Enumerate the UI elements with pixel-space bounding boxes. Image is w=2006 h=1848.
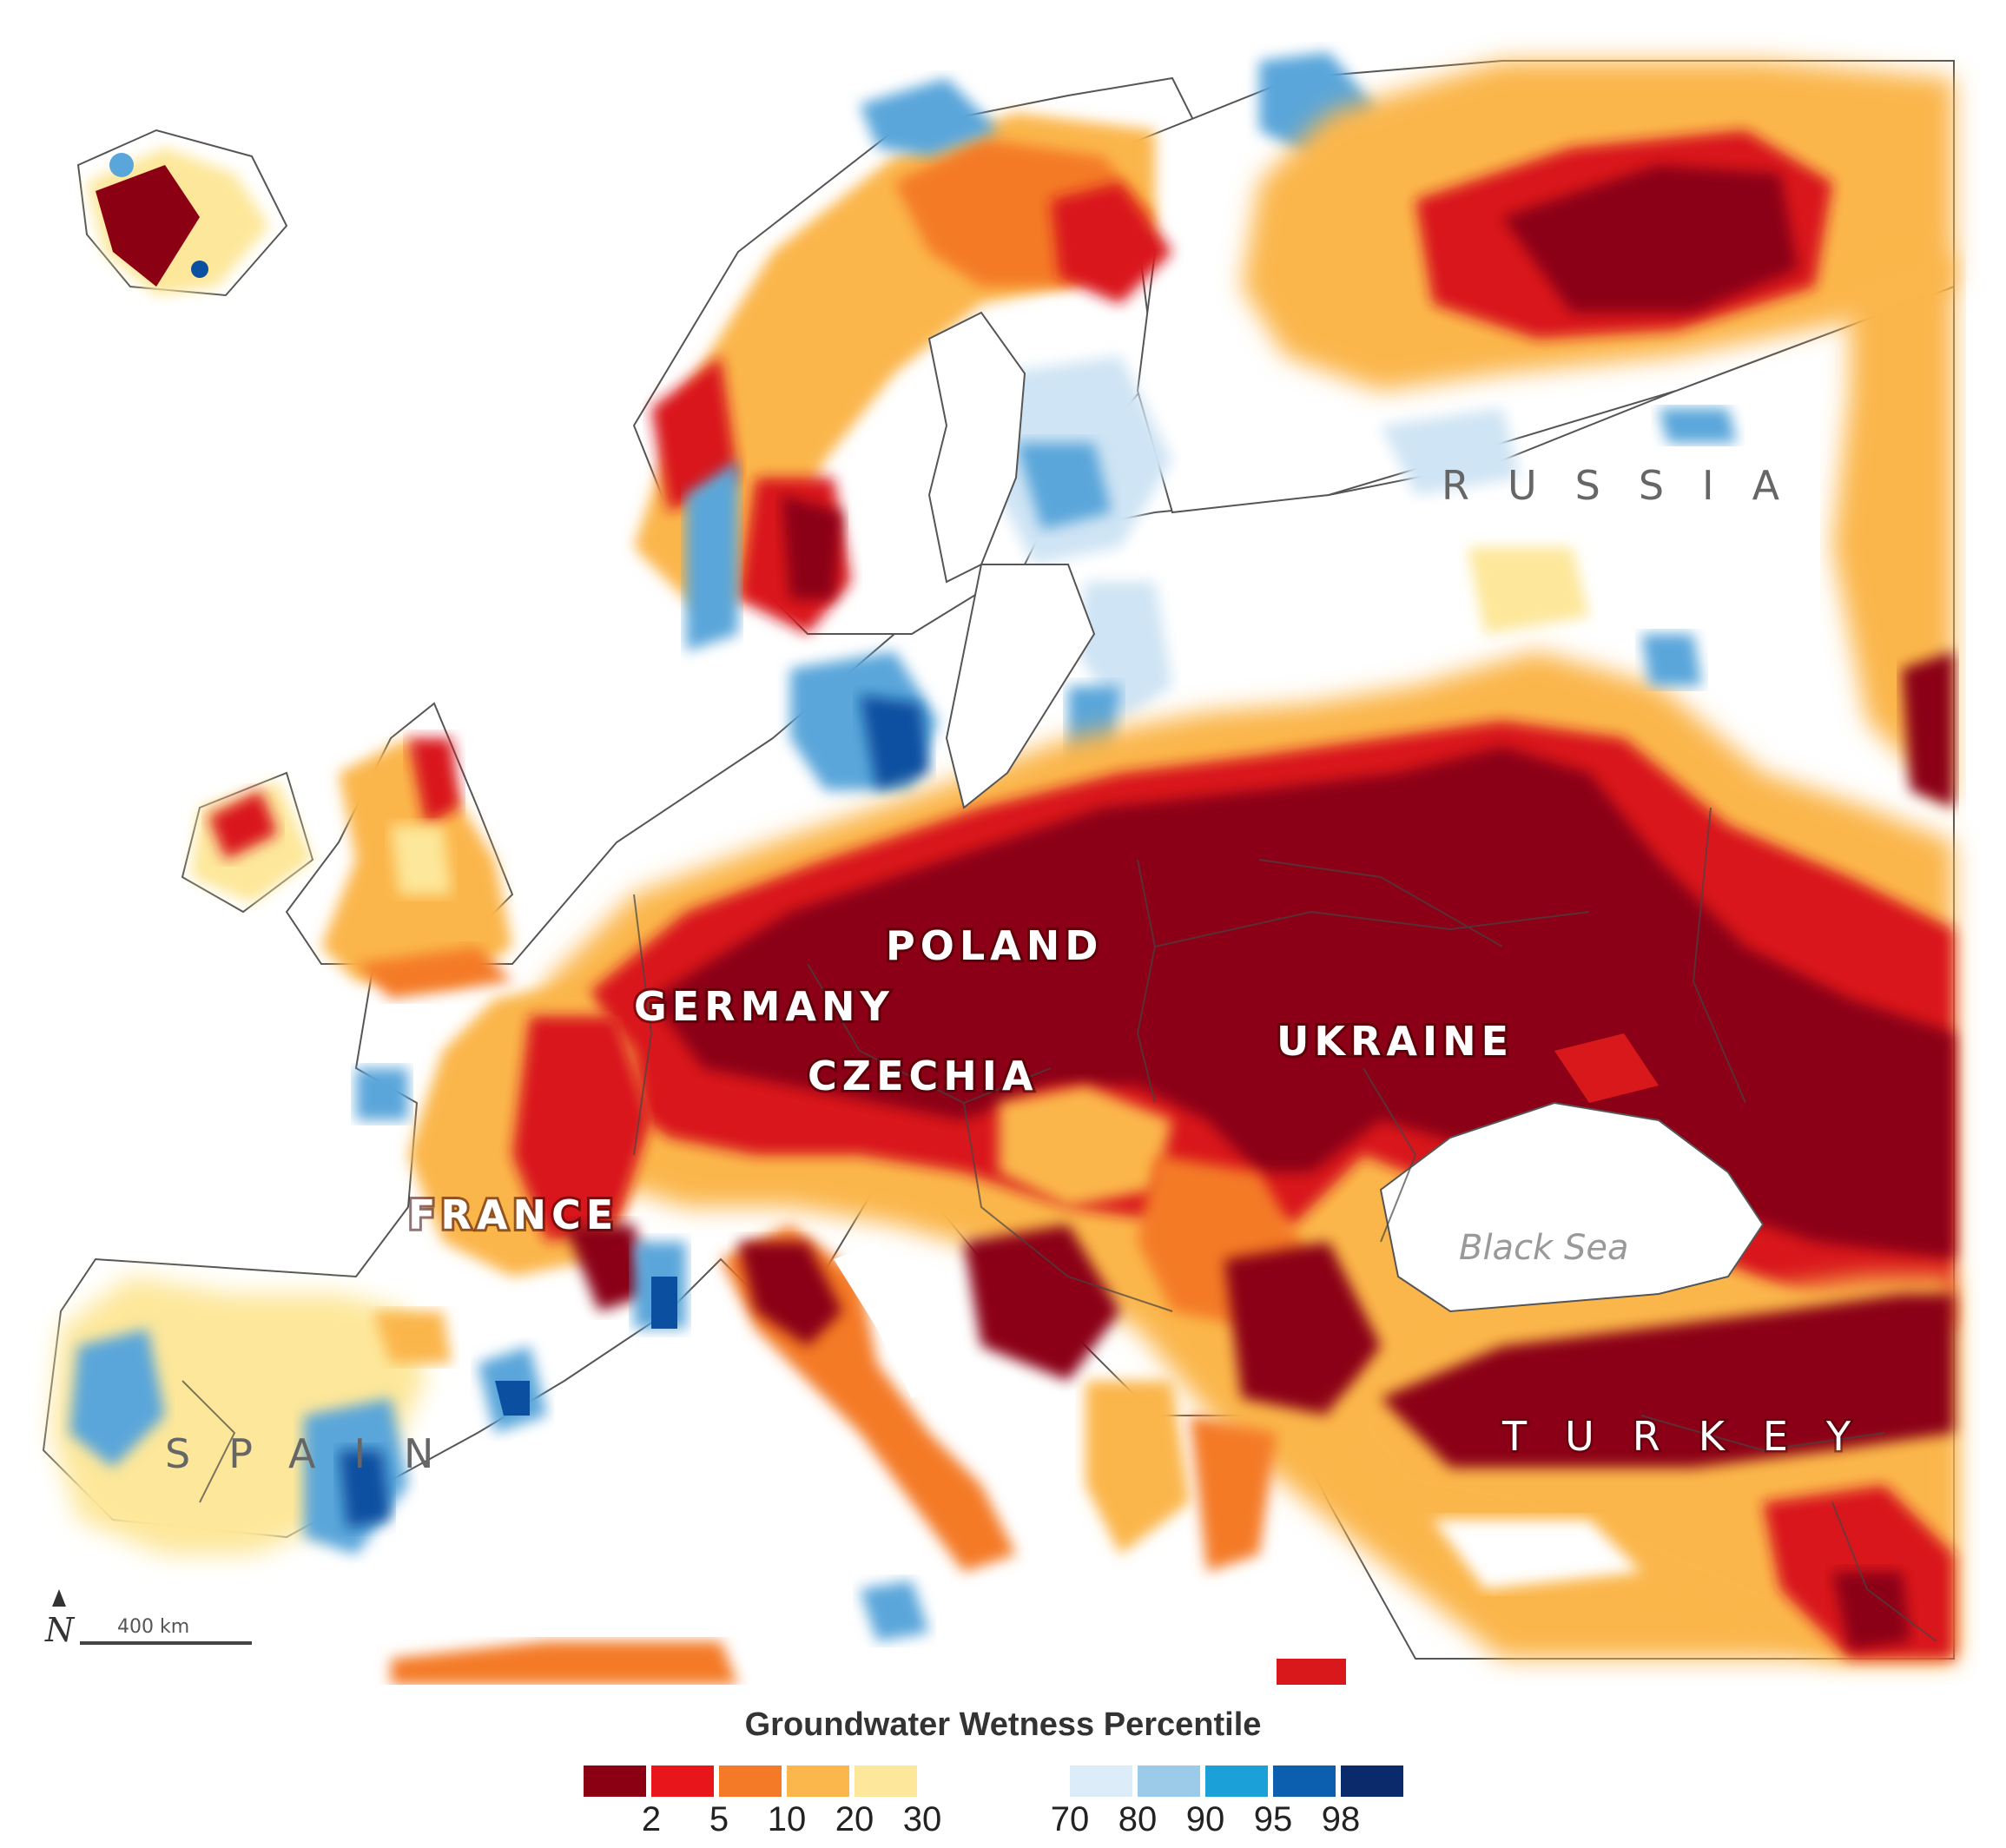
wet-swatch-4 [1341,1766,1403,1797]
wetness-field [52,52,1954,1685]
dry-swatch-1 [651,1766,714,1797]
label-ukraine: UKRAINE [1277,1018,1514,1065]
dry-tick-4: 20 [835,1800,874,1838]
groundwater-map: POLAND GERMANY UKRAINE CZECHIA FRANCE RU… [42,52,1955,1685]
label-russia: RUSSIA [1442,462,1818,509]
country-labels: POLAND GERMANY UKRAINE CZECHIA FRANCE RU… [165,462,1889,1477]
label-poland: POLAND [886,922,1103,969]
scale-bar: 400 km [80,1616,252,1645]
wet-tick-0: 70 [1050,1800,1090,1838]
north-label: N [44,1611,76,1649]
label-germany: GERMANY [634,983,894,1030]
dry-swatch-3 [787,1766,849,1797]
dry-tick-5: 30 [902,1800,942,1838]
north-arrow: N [44,1589,76,1649]
scale-label: 400 km [117,1616,189,1638]
seas [834,311,1765,1398]
borders [181,807,1937,1642]
wet-tick-2: 90 [1185,1800,1225,1838]
wet-tick-3: 95 [1253,1800,1293,1838]
label-spain: SPAIN [165,1430,472,1477]
wet-swatch-1 [1138,1766,1200,1797]
wet-swatch-0 [1070,1766,1132,1797]
wet-swatch-3 [1273,1766,1336,1797]
dry-tick-2: 5 [709,1800,729,1838]
wet-tick-1: 80 [1118,1800,1158,1838]
legend: Groundwater Wetness Percentile 2 5 10 20 30 7… [0,1706,2006,1838]
label-black-sea: Black Sea [1459,1228,1628,1268]
label-turkey: TURKEY [1501,1413,1889,1460]
legend-title: Groundwater Wetness Percentile [744,1706,1262,1743]
dry-swatch-0 [584,1766,646,1797]
wet-tick-4: 98 [1321,1800,1361,1838]
dry-tick-3: 10 [767,1800,807,1838]
dry-tick-1: 2 [641,1800,662,1838]
dry-swatch-2 [719,1766,782,1797]
wet-swatch-2 [1205,1766,1268,1797]
label-czechia: CZECHIA [808,1053,1039,1099]
dry-swatch-4 [855,1766,917,1797]
label-france: FRANCE [408,1191,618,1238]
